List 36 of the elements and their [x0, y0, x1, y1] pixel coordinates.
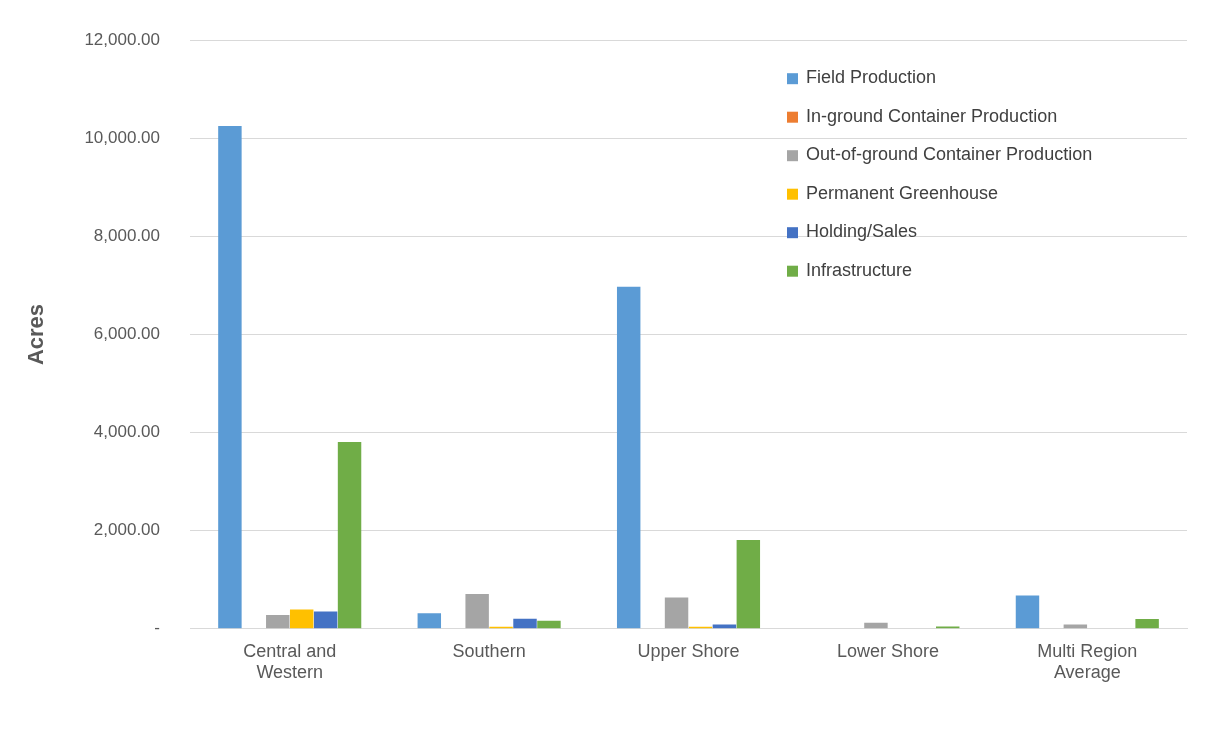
bar: [712, 624, 737, 629]
bar: [465, 593, 489, 629]
bar: [664, 597, 689, 629]
x-tick-label: Lower Shore: [836, 640, 939, 661]
x-tick-label: Central and Western: [243, 640, 337, 683]
legend-label: Holding/Sales: [806, 221, 918, 242]
bar: [1015, 595, 1040, 629]
x-tick-label: Multi Region Average: [1037, 640, 1138, 683]
legend-label: Infrastructure: [806, 259, 913, 280]
bar: [616, 286, 641, 629]
y-tick-label: 6,000.00: [93, 324, 161, 344]
y-tick-label: -: [154, 618, 161, 638]
bar: [289, 609, 314, 629]
y-tick-label: 2,000.00: [93, 520, 161, 540]
legend-label: Permanent Greenhouse: [806, 182, 999, 203]
bar: [513, 618, 537, 629]
y-tick-label: 10,000.00: [84, 127, 161, 147]
bar: [218, 126, 242, 629]
bar: [1135, 619, 1159, 629]
bar: [736, 539, 761, 629]
bar: [537, 620, 561, 629]
x-tick-label: Upper Shore: [637, 640, 740, 661]
bar: [313, 611, 338, 629]
y-tick-label: 4,000.00: [93, 422, 161, 442]
bar: [266, 615, 290, 629]
y-axis-title: Acres: [23, 303, 49, 366]
x-tick-label: Southern: [452, 640, 526, 661]
y-tick-label: 12,000.00: [84, 29, 161, 49]
bar: [417, 613, 442, 629]
legend-label: Field Production: [806, 67, 937, 88]
bar: [1063, 624, 1088, 629]
bar: [864, 622, 888, 629]
legend-label: Out-of-ground Container Production: [806, 144, 1093, 165]
bar: [337, 441, 362, 629]
legend-label: In-ground Container Production: [806, 105, 1058, 126]
y-tick-label: 8,000.00: [93, 226, 161, 246]
